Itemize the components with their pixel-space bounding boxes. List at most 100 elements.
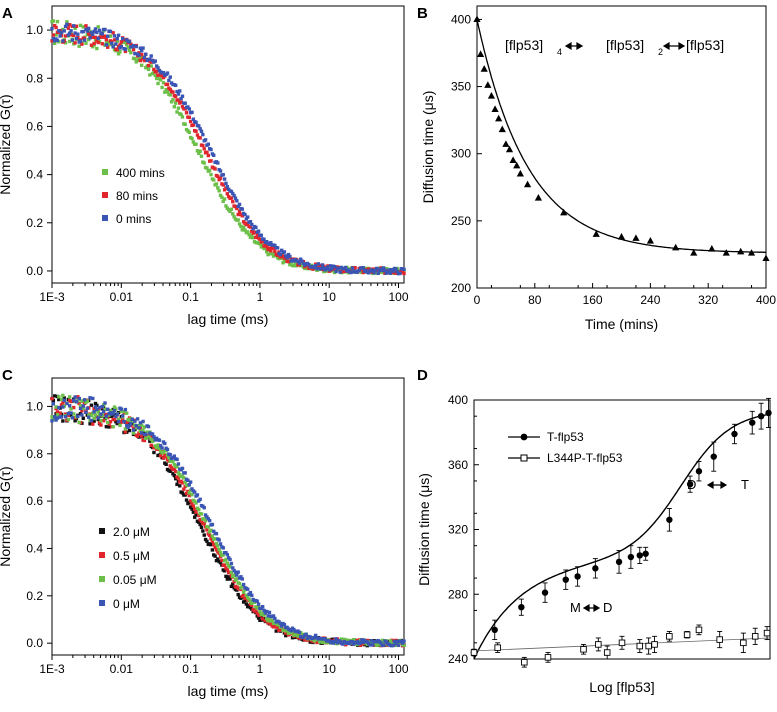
data-point bbox=[381, 643, 386, 647]
data-point bbox=[55, 38, 60, 43]
data-point bbox=[139, 63, 144, 67]
data-point bbox=[207, 168, 212, 173]
data-point bbox=[297, 630, 302, 635]
data-point bbox=[217, 189, 221, 193]
data-point bbox=[278, 255, 283, 259]
y-tick-label: 400 bbox=[451, 12, 471, 26]
data-point bbox=[118, 423, 122, 428]
data-point bbox=[72, 412, 76, 416]
data-point bbox=[76, 395, 80, 399]
data-point bbox=[248, 219, 253, 224]
annotation-t: T bbox=[741, 477, 749, 492]
data-point bbox=[235, 199, 239, 203]
series-l344p-t-flp53 bbox=[470, 624, 771, 668]
data-point bbox=[651, 641, 658, 648]
y-axis-label: Diffusion time (μs) bbox=[416, 473, 432, 586]
data-point bbox=[352, 637, 356, 642]
x-tick-label: 80 bbox=[528, 293, 542, 307]
data-point bbox=[239, 224, 243, 229]
data-point bbox=[470, 649, 478, 656]
data-point bbox=[312, 265, 317, 270]
data-point bbox=[114, 419, 118, 424]
data-point bbox=[108, 29, 113, 34]
data-point bbox=[202, 506, 206, 510]
data-point bbox=[222, 197, 227, 201]
data-point bbox=[156, 443, 160, 447]
data-point bbox=[366, 271, 371, 275]
data-point bbox=[53, 415, 57, 419]
data-point bbox=[402, 643, 406, 647]
data-point bbox=[176, 98, 181, 102]
data-point bbox=[66, 33, 71, 37]
y-tick-label: 250 bbox=[451, 214, 471, 228]
data-point bbox=[62, 398, 66, 402]
data-point bbox=[243, 596, 247, 601]
data-point bbox=[361, 640, 365, 644]
data-point bbox=[93, 27, 98, 31]
data-point bbox=[259, 233, 263, 238]
data-point bbox=[165, 447, 170, 452]
data-point bbox=[54, 418, 58, 422]
legend-label: 0 μM bbox=[113, 597, 140, 611]
data-point bbox=[267, 246, 272, 250]
data-point bbox=[82, 398, 87, 402]
data-point bbox=[212, 542, 216, 547]
data-point bbox=[69, 411, 73, 415]
data-point bbox=[164, 87, 168, 92]
data-point bbox=[258, 242, 262, 246]
data-point bbox=[96, 36, 100, 41]
data-point bbox=[332, 265, 337, 269]
data-point bbox=[270, 618, 274, 623]
data-point bbox=[232, 573, 236, 578]
legend-label: 0.5 μM bbox=[113, 549, 150, 563]
data-point bbox=[244, 217, 249, 221]
legend-label: 0 mins bbox=[116, 212, 151, 226]
data-point bbox=[106, 420, 110, 425]
data-point bbox=[356, 639, 360, 644]
data-point bbox=[163, 441, 167, 446]
legend-label: 80 mins bbox=[116, 189, 158, 203]
data-point bbox=[138, 46, 143, 50]
y-tick-label: 0.0 bbox=[26, 264, 43, 278]
data-point bbox=[256, 229, 261, 233]
data-point bbox=[156, 66, 160, 70]
data-point bbox=[282, 256, 287, 260]
data-point bbox=[243, 212, 247, 217]
data-point bbox=[186, 105, 190, 109]
data-point bbox=[618, 639, 626, 647]
data-point bbox=[72, 405, 76, 410]
y-tick-label: 280 bbox=[448, 587, 468, 601]
data-point bbox=[66, 26, 71, 30]
data-point bbox=[201, 143, 205, 148]
data-point bbox=[123, 407, 128, 412]
data-point bbox=[666, 633, 673, 640]
data-point bbox=[212, 153, 216, 157]
data-point bbox=[213, 545, 217, 550]
data-point bbox=[149, 437, 153, 442]
data-point bbox=[164, 462, 168, 467]
data-point bbox=[243, 228, 247, 232]
data-point bbox=[191, 504, 196, 508]
data-point bbox=[334, 637, 338, 641]
data-point bbox=[217, 538, 221, 542]
data-point bbox=[247, 232, 251, 237]
data-point bbox=[78, 406, 83, 411]
data-point bbox=[82, 38, 87, 42]
data-point bbox=[269, 622, 273, 626]
data-point bbox=[226, 575, 231, 579]
data-point bbox=[284, 631, 288, 635]
data-point bbox=[135, 417, 140, 421]
data-point bbox=[375, 266, 379, 271]
data-point bbox=[258, 618, 262, 623]
data-point bbox=[106, 407, 110, 411]
data-point bbox=[123, 430, 128, 434]
data-point bbox=[197, 124, 201, 128]
data-point bbox=[191, 123, 196, 127]
data-point bbox=[203, 519, 208, 523]
data-point bbox=[54, 33, 58, 37]
data-point bbox=[95, 46, 99, 51]
data-point bbox=[190, 492, 194, 497]
data-point bbox=[603, 649, 611, 656]
data-point bbox=[156, 81, 160, 86]
data-point bbox=[394, 267, 398, 271]
